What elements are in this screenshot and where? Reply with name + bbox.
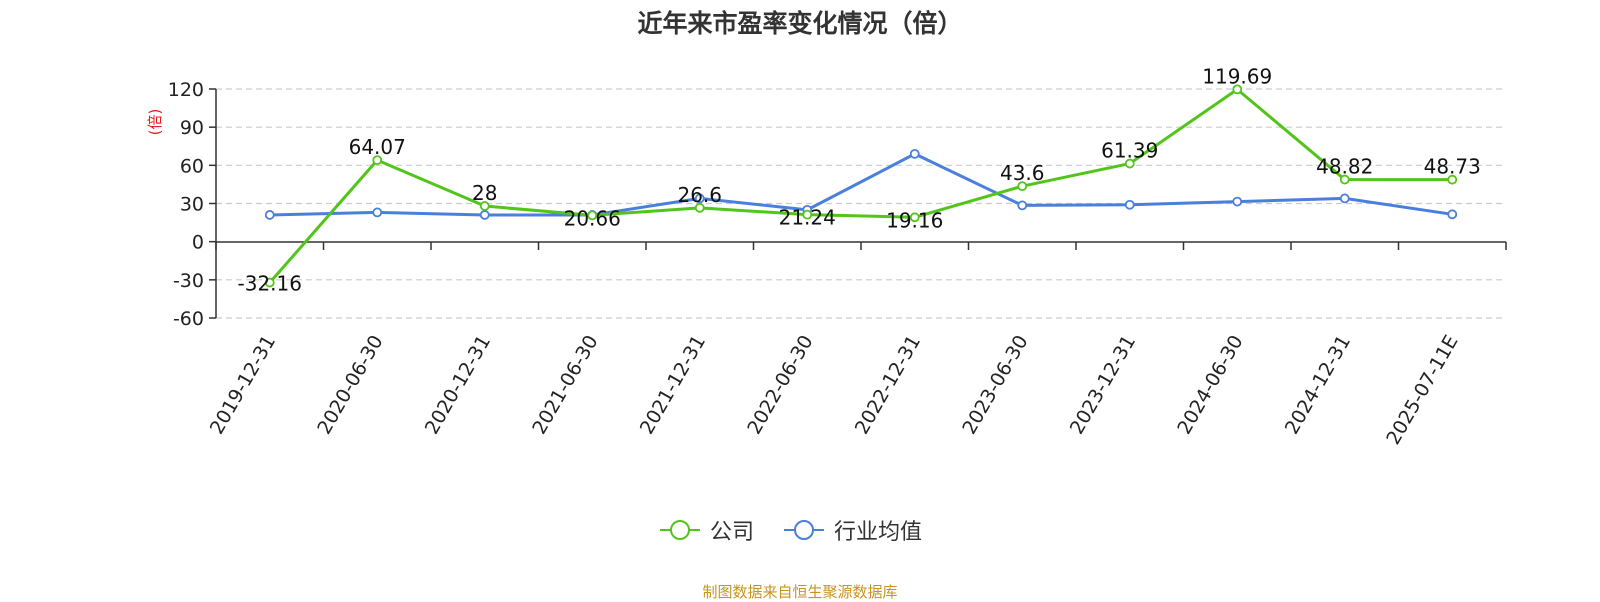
legend: 公司 行业均值 <box>0 510 1600 550</box>
x-tick-label: 2023-06-30 <box>958 332 1032 439</box>
legend-label-industry-average: 行业均值 <box>834 520 923 545</box>
data-label: 19.16 <box>886 208 943 232</box>
x-tick-label: 2022-06-30 <box>743 332 817 439</box>
x-tick-label: 2021-06-30 <box>528 332 602 439</box>
data-label: 28 <box>472 181 497 205</box>
series-line-company <box>268 87 1453 284</box>
data-point-company <box>1017 181 1028 192</box>
y-tick-label: -60 <box>173 308 204 330</box>
data-point-industry-average <box>1017 200 1028 211</box>
data-point-company <box>587 210 598 221</box>
data-point-industry-average <box>1339 193 1350 204</box>
data-label: 20.66 <box>564 206 621 230</box>
data-point-company <box>694 202 705 213</box>
data-point-company <box>1124 158 1135 169</box>
data-point-industry-average <box>694 193 705 204</box>
data-label: 48.82 <box>1316 155 1373 179</box>
data-point-company <box>372 155 383 166</box>
data-point-company <box>479 201 490 211</box>
data-label: 21.24 <box>779 206 836 230</box>
x-tick-label: 2024-06-30 <box>1173 332 1247 439</box>
data-point-industry-average <box>372 207 383 218</box>
data-point-industry-average <box>1447 209 1458 220</box>
data-label: 26.6 <box>677 183 722 207</box>
y-tick-label: 120 <box>168 79 204 101</box>
x-tick-label: 2020-12-31 <box>421 332 495 439</box>
y-tick-label: -30 <box>173 270 204 292</box>
data-label: 64.07 <box>349 135 406 159</box>
x-tick-label: 2019-12-31 <box>206 332 280 439</box>
x-tick-label: 2025-07-11E <box>1382 332 1462 449</box>
data-label: 48.73 <box>1424 155 1481 179</box>
x-tick-label: 2023-12-31 <box>1066 332 1140 439</box>
legend-marker-company-icon <box>660 520 700 540</box>
data-point-company <box>909 212 920 223</box>
series-line-industry-average <box>269 152 1453 217</box>
data-point-company <box>1447 174 1458 185</box>
data-point-company <box>1232 84 1243 95</box>
x-tick-label: 2022-12-31 <box>851 332 925 439</box>
legend-label-company: 公司 <box>710 520 755 545</box>
data-label: 61.39 <box>1101 139 1158 163</box>
data-point-industry-average <box>479 210 490 220</box>
data-point-company <box>264 277 275 288</box>
x-tick-label: 2020-06-30 <box>313 332 387 439</box>
data-label: 119.69 <box>1202 64 1272 88</box>
data-label: -32.16 <box>238 272 302 296</box>
chart-title: 近年来市盈率变化情况（倍） <box>637 9 963 38</box>
y-tick-label: 60 <box>180 155 204 177</box>
grid-lines <box>216 88 1506 319</box>
source-note: 制图数据来自恒生聚源数据库 <box>702 583 898 601</box>
data-label: 43.6 <box>1000 161 1045 185</box>
data-point-industry-average <box>1232 196 1243 207</box>
legend-item-industry-average[interactable]: 行业均值 <box>782 510 922 550</box>
data-point-company <box>1339 174 1350 185</box>
legend-item-company[interactable]: 公司 <box>658 510 754 550</box>
y-tick-label: 30 <box>180 194 204 216</box>
data-point-industry-average <box>1124 199 1135 210</box>
data-labels: -32.16 64.07 28 20.66 26.6 21.24 19.16 43.6 61.3… <box>238 64 1481 295</box>
legend-marker-industry-icon <box>784 520 824 540</box>
y-axis-label: (倍) <box>146 109 164 136</box>
series-lines <box>264 84 1458 288</box>
x-tick-label: 2024-12-31 <box>1281 332 1355 439</box>
y-tick-label: 0 <box>192 232 204 254</box>
data-point-company <box>802 209 813 220</box>
data-point-industry-average <box>909 148 920 159</box>
y-tick-label: 90 <box>180 117 204 139</box>
data-point-industry-average <box>264 210 275 220</box>
x-tick-label: 2021-12-31 <box>636 332 710 439</box>
